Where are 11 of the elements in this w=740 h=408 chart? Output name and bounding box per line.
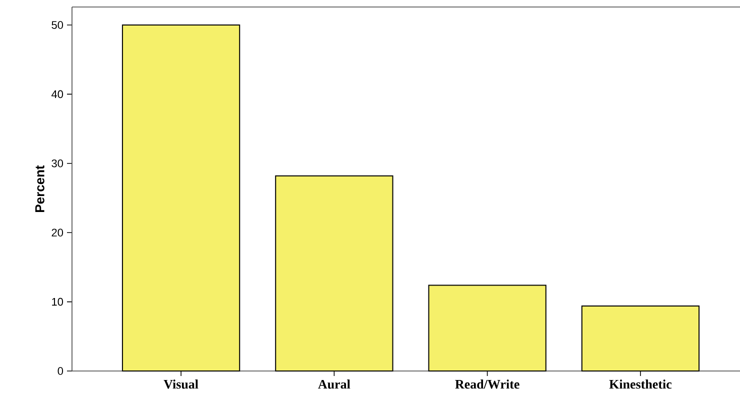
y-tick-label: 30 [52, 160, 64, 168]
y-tick-label: 10 [52, 298, 64, 306]
x-tick-label: Visual [164, 380, 198, 389]
x-tick-label: Kinesthetic [609, 380, 672, 389]
y-tick-label: 0 [58, 367, 64, 375]
y-axis-title: Percent [35, 165, 44, 212]
y-tick-label: 50 [52, 21, 64, 29]
y-tick-label: 20 [52, 228, 64, 236]
x-tick-label: Read/Write [455, 380, 520, 389]
x-tick-label: Aural [318, 380, 350, 389]
y-tick-label: 40 [51, 90, 64, 98]
